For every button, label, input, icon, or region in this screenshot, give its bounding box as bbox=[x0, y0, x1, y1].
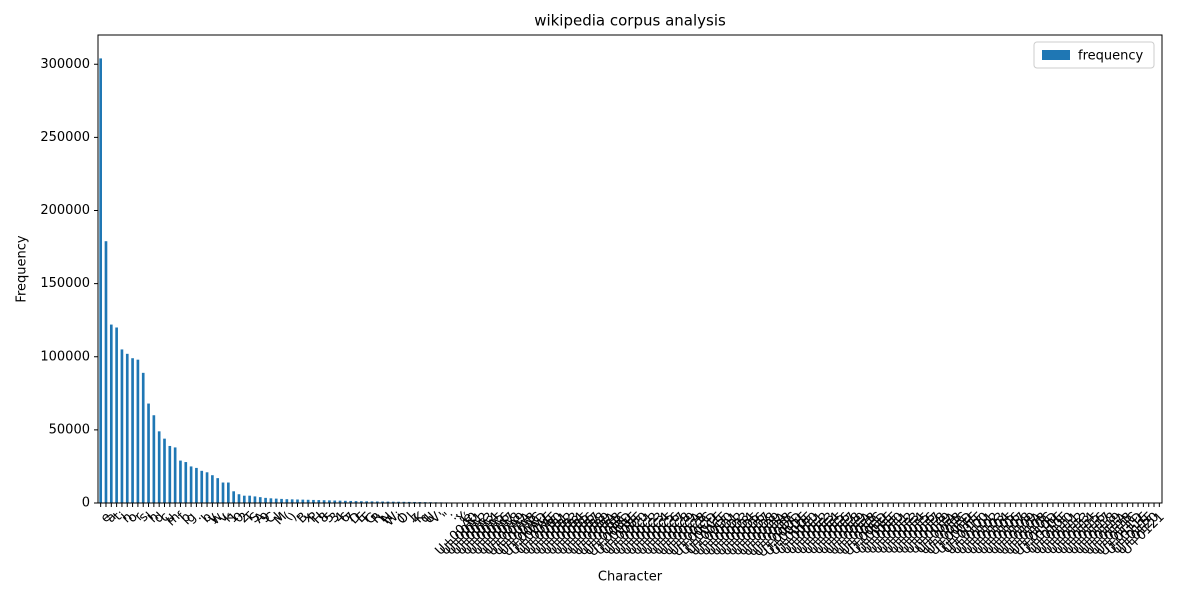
bar bbox=[254, 496, 257, 503]
bar bbox=[168, 446, 171, 503]
bar bbox=[184, 462, 187, 503]
bar bbox=[147, 404, 150, 503]
bar bbox=[195, 468, 198, 503]
bar bbox=[131, 358, 134, 503]
bar bbox=[291, 499, 294, 503]
bar bbox=[238, 494, 241, 503]
bar bbox=[286, 499, 289, 503]
bar bbox=[211, 475, 214, 503]
legend-label: frequency bbox=[1078, 49, 1144, 64]
bar bbox=[222, 483, 225, 503]
y-tick-label: 250000 bbox=[40, 130, 90, 145]
bar bbox=[280, 499, 283, 503]
bar bbox=[248, 496, 251, 503]
bar bbox=[137, 360, 140, 503]
y-tick-label: 150000 bbox=[40, 276, 90, 291]
bar bbox=[99, 58, 102, 503]
y-tick-label: 300000 bbox=[40, 57, 90, 72]
bar bbox=[301, 500, 304, 503]
x-axis-label: Character bbox=[598, 570, 663, 585]
y-tick-label: 0 bbox=[82, 496, 90, 511]
bar bbox=[163, 439, 166, 503]
bar bbox=[216, 478, 219, 503]
bar bbox=[243, 496, 246, 503]
bar bbox=[179, 461, 182, 503]
bar bbox=[296, 499, 299, 503]
bar bbox=[206, 472, 209, 503]
bar bbox=[142, 373, 145, 503]
bar bbox=[105, 241, 108, 503]
bar bbox=[275, 499, 278, 503]
y-axis-label: Frequency bbox=[15, 235, 30, 302]
bar bbox=[126, 354, 129, 503]
legend-swatch bbox=[1042, 50, 1070, 60]
y-tick-label: 200000 bbox=[40, 203, 90, 218]
bar bbox=[153, 415, 156, 503]
y-tick-label: 50000 bbox=[49, 422, 90, 437]
bar bbox=[121, 349, 124, 503]
chart-title: wikipedia corpus analysis bbox=[534, 12, 726, 30]
bar bbox=[270, 498, 273, 503]
bar bbox=[174, 447, 177, 503]
bar bbox=[232, 491, 235, 503]
bar bbox=[115, 328, 118, 504]
bar bbox=[200, 471, 203, 503]
bar bbox=[190, 466, 193, 503]
bar bbox=[110, 325, 113, 503]
bar bbox=[264, 498, 267, 503]
bar bbox=[227, 483, 230, 503]
bar bbox=[158, 431, 161, 503]
bar bbox=[259, 497, 262, 503]
y-tick-label: 100000 bbox=[40, 349, 90, 364]
